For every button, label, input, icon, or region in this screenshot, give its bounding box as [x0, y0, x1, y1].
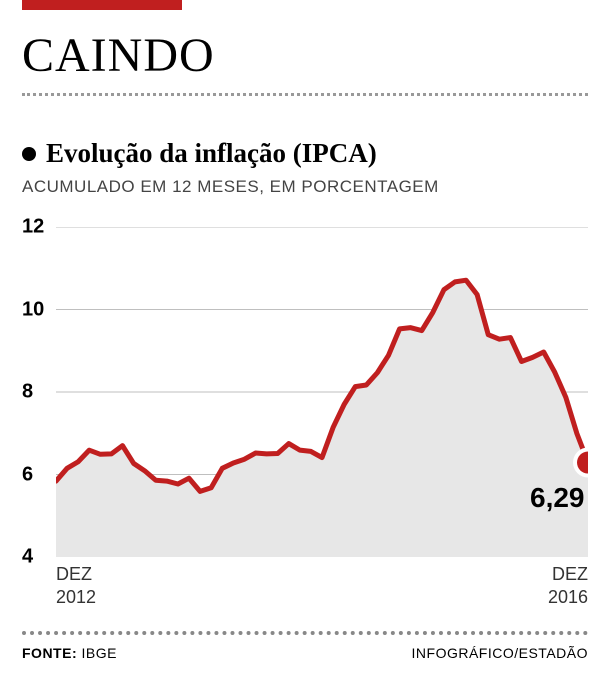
y-tick-label: 10: [22, 298, 44, 321]
chart-title: Evolução da inflação (IPCA): [46, 138, 377, 169]
x-start-year: 2012: [56, 587, 96, 607]
end-value-label: 6,29: [530, 482, 585, 514]
chart-area: 4681012 6,29: [22, 227, 588, 557]
footer-divider: [22, 631, 588, 635]
source-label: FONTE:: [22, 645, 77, 661]
source-value: IBGE: [82, 645, 117, 661]
chart-description: ACUMULADO EM 12 MESES, EM PORCENTAGEM: [22, 177, 610, 197]
x-axis-end: DEZ 2016: [548, 563, 588, 608]
plot-region: [56, 227, 588, 557]
bullet-icon: [22, 147, 36, 161]
line-chart-svg: [56, 227, 588, 557]
y-tick-label: 12: [22, 216, 44, 239]
x-axis-start: DEZ 2012: [56, 563, 96, 608]
credit: INFOGRÁFICO/ESTADÃO: [412, 645, 588, 661]
subtitle-row: Evolução da inflação (IPCA): [22, 138, 610, 169]
page-title: CAINDO: [22, 28, 610, 83]
y-tick-label: 6: [22, 463, 33, 486]
y-tick-label: 8: [22, 381, 33, 404]
header-divider: [22, 93, 588, 96]
x-end-month: DEZ: [552, 564, 588, 584]
x-start-month: DEZ: [56, 564, 92, 584]
y-tick-label: 4: [22, 546, 33, 569]
header-accent-bar: [22, 0, 182, 10]
source: FONTE: IBGE: [22, 645, 117, 661]
footer: FONTE: IBGE INFOGRÁFICO/ESTADÃO: [22, 645, 588, 661]
x-end-year: 2016: [548, 587, 588, 607]
x-axis-labels: DEZ 2012 DEZ 2016: [56, 563, 588, 611]
